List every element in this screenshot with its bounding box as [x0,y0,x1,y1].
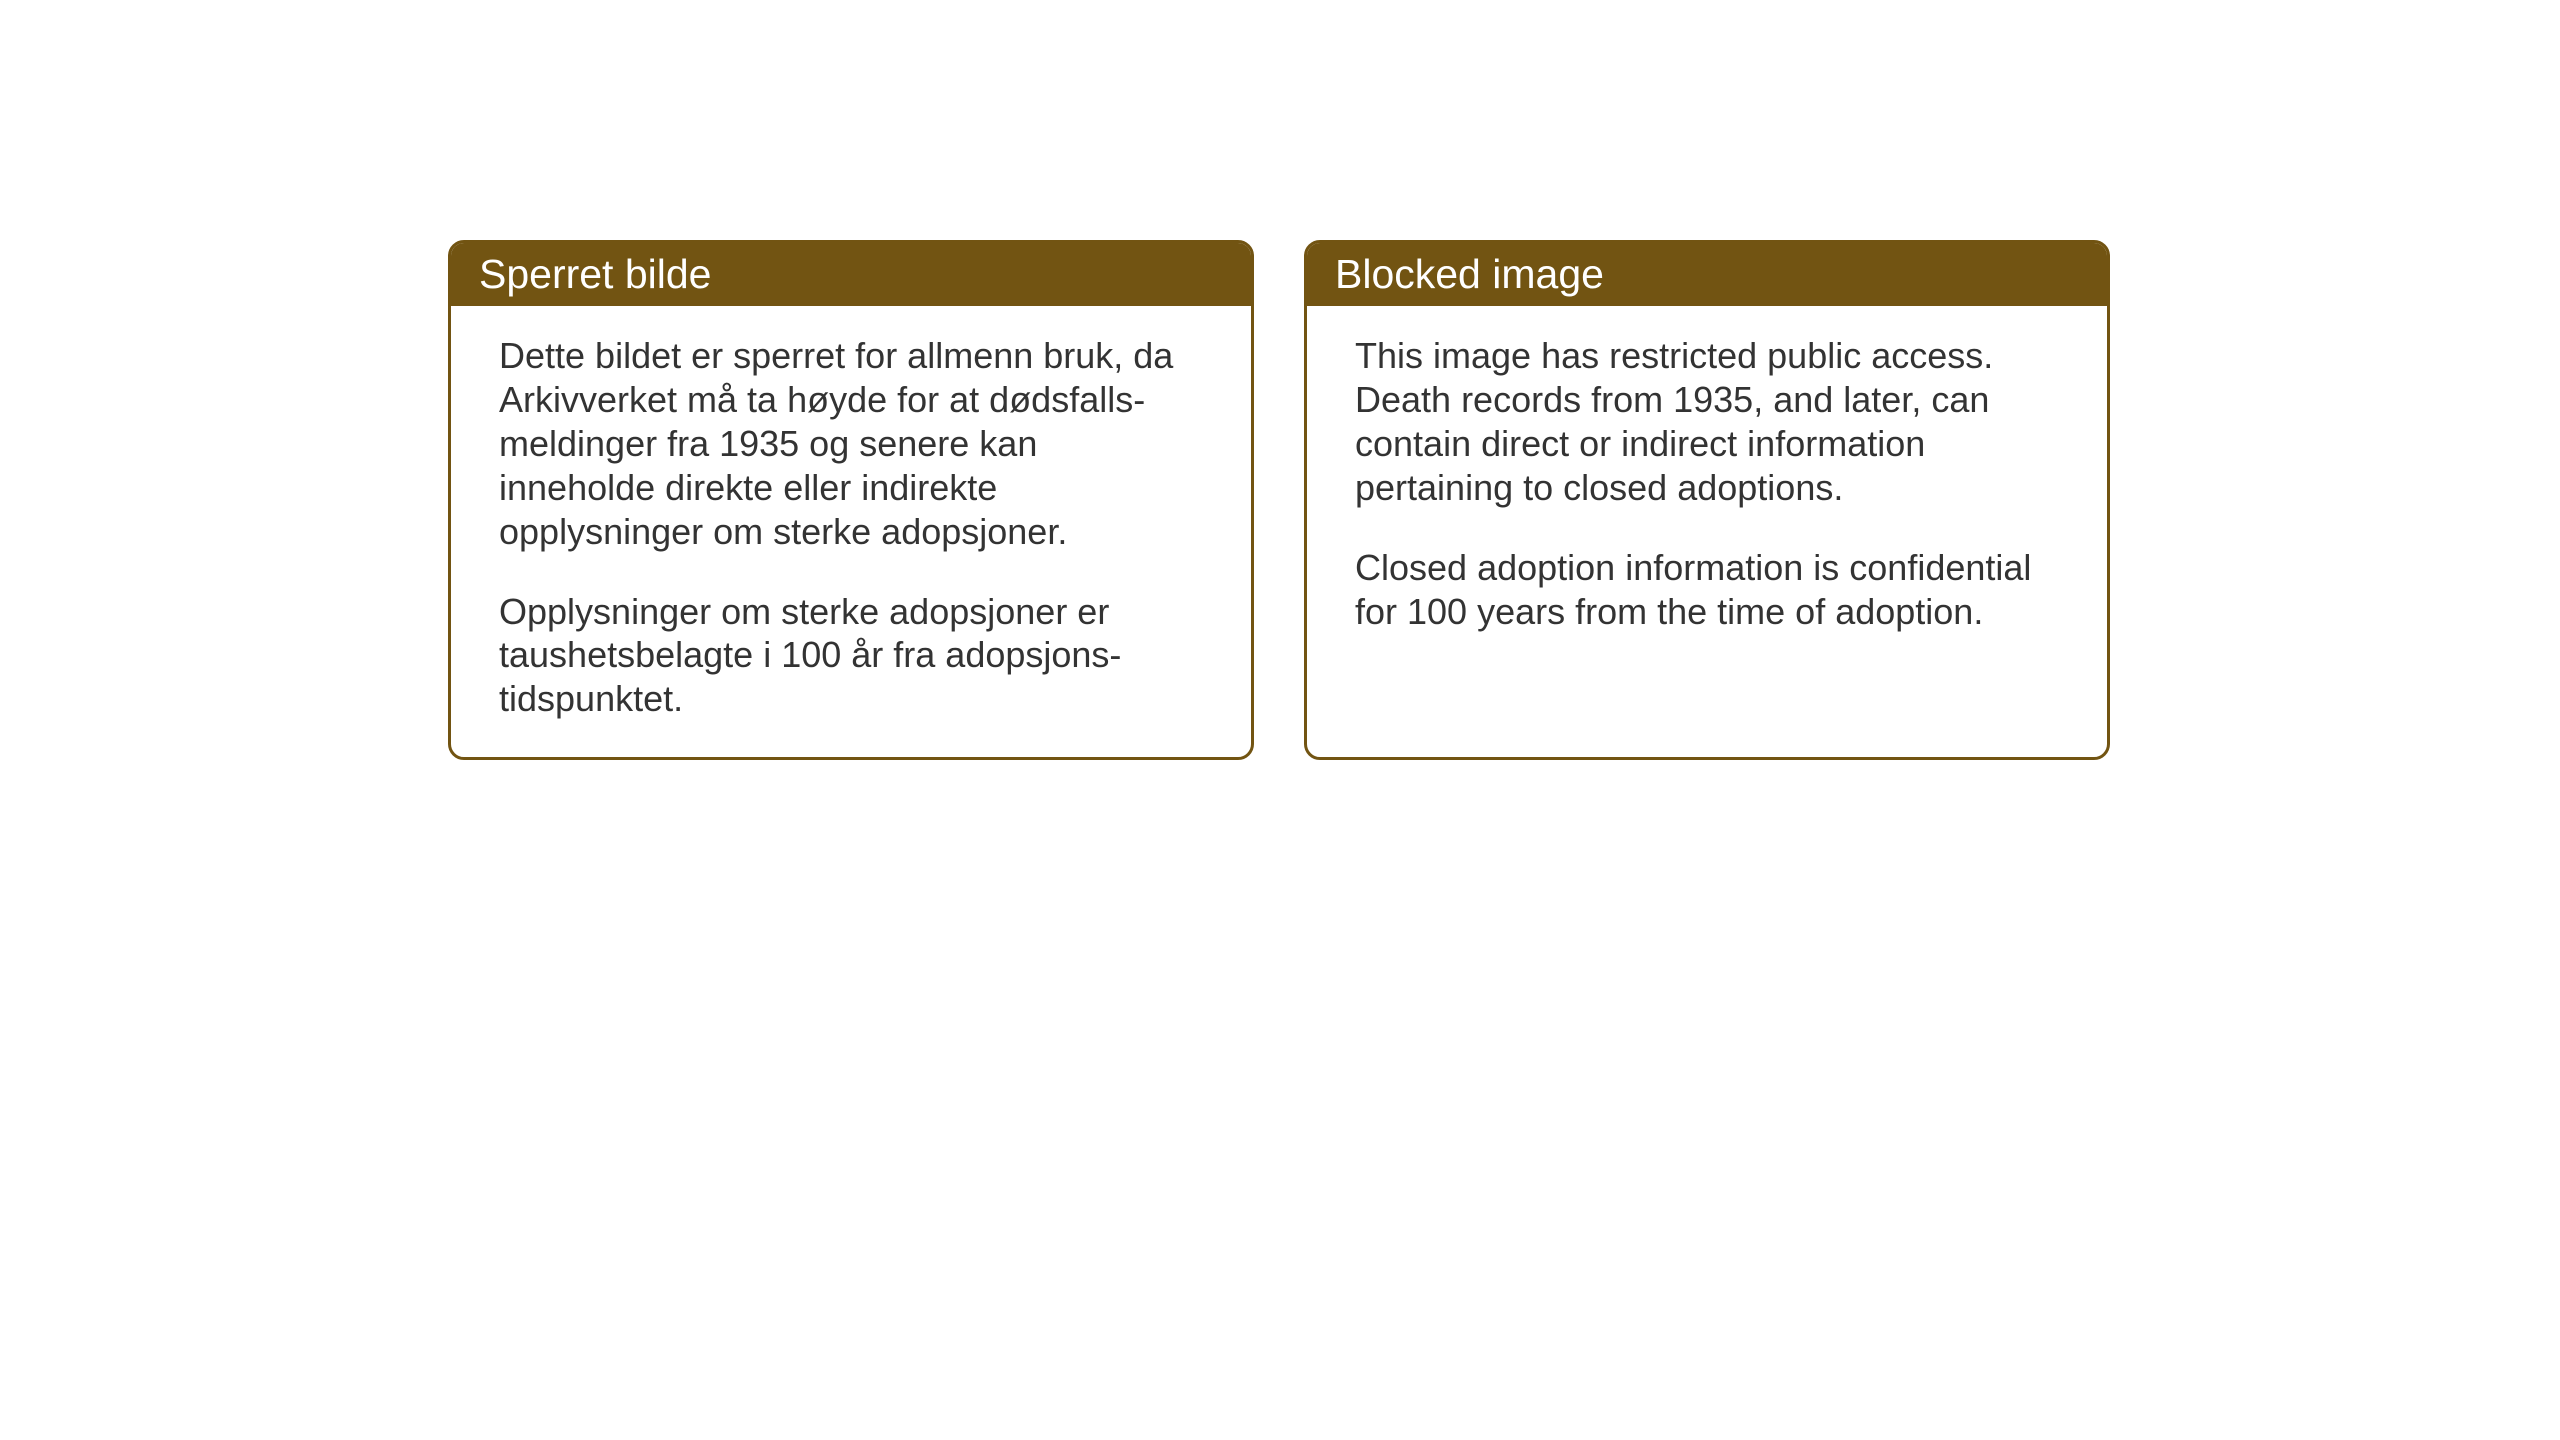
norwegian-notice-card: Sperret bilde Dette bildet er sperret fo… [448,240,1254,760]
notice-container: Sperret bilde Dette bildet er sperret fo… [448,240,2110,760]
norwegian-card-title: Sperret bilde [451,243,1251,306]
norwegian-paragraph-2: Opplysninger om sterke adopsjoner er tau… [499,590,1203,722]
english-paragraph-2: Closed adoption information is confident… [1355,546,2059,634]
english-card-title: Blocked image [1307,243,2107,306]
norwegian-paragraph-1: Dette bildet er sperret for allmenn bruk… [499,334,1203,554]
english-paragraph-1: This image has restricted public access.… [1355,334,2059,510]
norwegian-card-body: Dette bildet er sperret for allmenn bruk… [451,306,1251,757]
english-notice-card: Blocked image This image has restricted … [1304,240,2110,760]
english-card-body: This image has restricted public access.… [1307,306,2107,721]
